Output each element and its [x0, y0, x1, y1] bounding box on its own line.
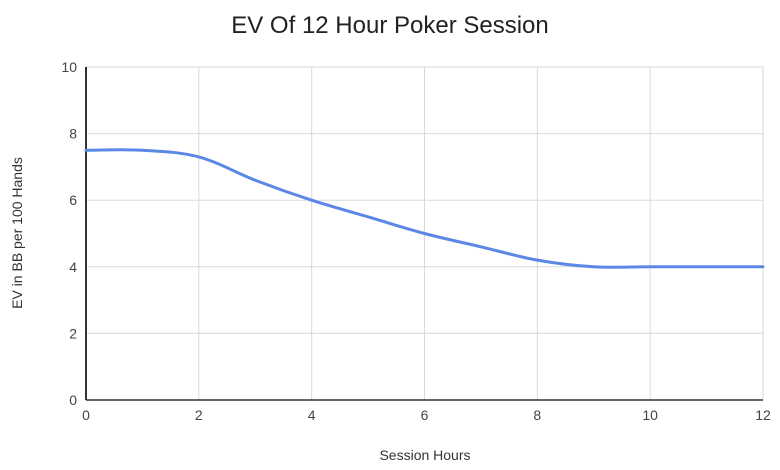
x-tick-label: 6 — [421, 407, 429, 423]
x-tick-label: 0 — [82, 407, 90, 423]
y-axis-ticks: 0 2 4 6 8 10 — [61, 59, 77, 408]
chart-title: EV Of 12 Hour Poker Session — [231, 12, 549, 39]
x-tick-label: 12 — [755, 407, 771, 423]
y-tick-label: 0 — [69, 392, 77, 408]
gridlines — [86, 66, 764, 400]
x-axis-ticks: 0 2 4 6 8 10 12 — [82, 407, 771, 423]
y-axis-label: EV in BB per 100 Hands — [9, 157, 25, 309]
ev-series-line — [84, 148, 765, 269]
x-tick-label: 10 — [642, 407, 658, 423]
x-tick-label: 4 — [308, 407, 316, 423]
x-axis-label: Session Hours — [379, 447, 470, 463]
x-tick-label: 2 — [195, 407, 203, 423]
y-tick-label: 10 — [61, 59, 77, 75]
y-tick-label: 6 — [69, 192, 77, 208]
y-tick-label: 2 — [69, 325, 77, 341]
x-tick-label: 8 — [533, 407, 541, 423]
axes — [85, 67, 763, 401]
y-tick-label: 4 — [69, 259, 77, 275]
y-tick-label: 8 — [69, 126, 77, 142]
